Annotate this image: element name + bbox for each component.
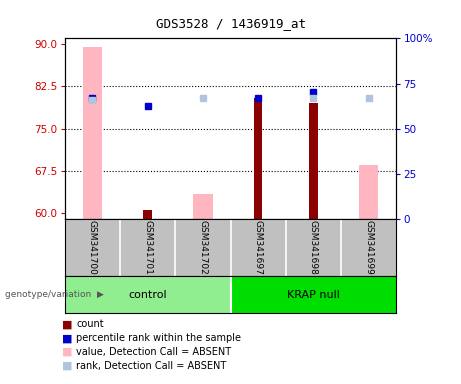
Text: count: count: [76, 319, 104, 329]
Bar: [193, 194, 213, 219]
Text: ■: ■: [62, 319, 73, 329]
Text: rank, Detection Call = ABSENT: rank, Detection Call = ABSENT: [76, 361, 226, 371]
Bar: [309, 103, 318, 219]
Text: ■: ■: [62, 347, 73, 357]
Text: GSM341699: GSM341699: [364, 220, 373, 275]
Bar: [83, 47, 102, 219]
Text: control: control: [128, 290, 167, 300]
Text: GSM341698: GSM341698: [309, 220, 318, 275]
Bar: [359, 165, 378, 219]
Text: GSM341700: GSM341700: [88, 220, 97, 275]
Text: GSM341697: GSM341697: [254, 220, 263, 275]
Text: GDS3528 / 1436919_at: GDS3528 / 1436919_at: [155, 17, 306, 30]
Bar: [254, 98, 262, 219]
Bar: [143, 210, 152, 219]
Text: value, Detection Call = ABSENT: value, Detection Call = ABSENT: [76, 347, 231, 357]
Text: genotype/variation  ▶: genotype/variation ▶: [5, 290, 103, 299]
Text: ■: ■: [62, 333, 73, 343]
Text: ■: ■: [62, 361, 73, 371]
Text: GSM341701: GSM341701: [143, 220, 152, 275]
Text: percentile rank within the sample: percentile rank within the sample: [76, 333, 241, 343]
Text: KRAP null: KRAP null: [287, 290, 340, 300]
Text: GSM341702: GSM341702: [198, 220, 207, 275]
